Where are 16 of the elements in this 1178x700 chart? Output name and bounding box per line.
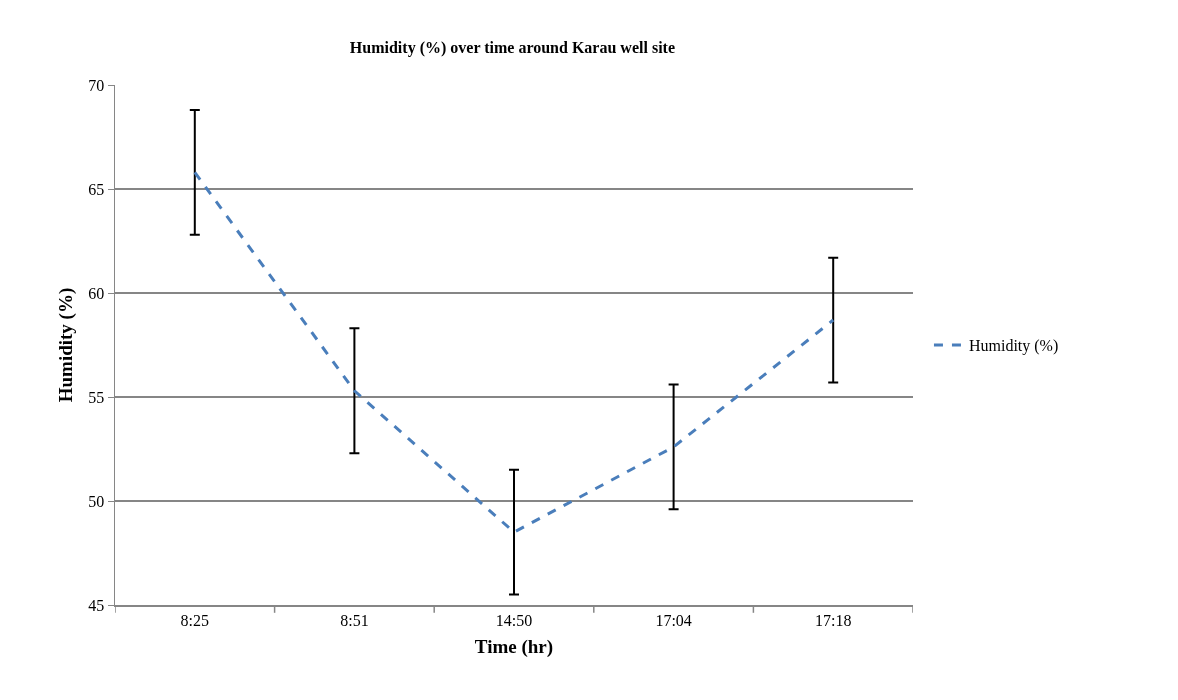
legend-label: Humidity (%) — [968, 337, 1059, 356]
y-tick-label: 45 — [88, 596, 105, 614]
x-tick-label: 17:04 — [655, 611, 692, 629]
x-tick-label: 14:50 — [495, 611, 533, 629]
x-axis-title: Time (hr) — [474, 636, 554, 659]
y-axis-title: Humidity (%) — [55, 287, 78, 403]
x-tick-label: 8:51 — [340, 611, 369, 629]
y-tick-label: 65 — [88, 180, 105, 198]
x-tick-label: 8:25 — [180, 611, 210, 629]
y-tick-label: 50 — [88, 492, 105, 510]
x-tick-label: 17:18 — [814, 611, 852, 629]
line-series — [193, 170, 835, 534]
y-tick-label: 55 — [88, 388, 105, 406]
chart-title: Humidity (%) over time around Karau well site — [349, 39, 676, 58]
y-tick-label: 70 — [88, 76, 105, 94]
y-tick-label: 60 — [88, 284, 105, 302]
